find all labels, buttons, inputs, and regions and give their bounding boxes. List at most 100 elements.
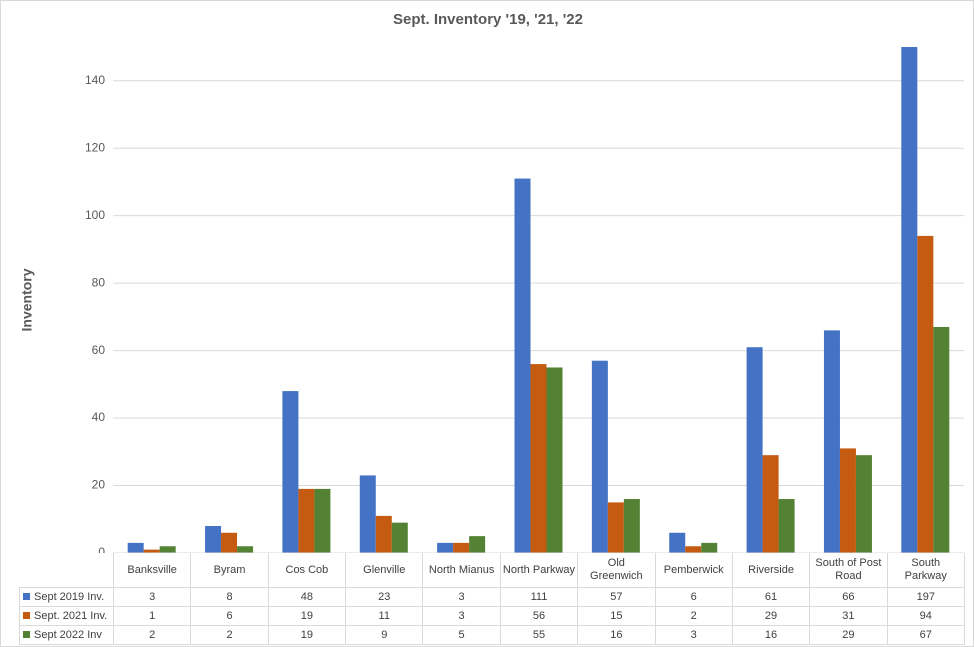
legend-key [23, 630, 30, 638]
table-value: 197 [886, 587, 965, 607]
bar [359, 475, 376, 553]
x-tick-label: Byram [190, 553, 269, 588]
table-value: 31 [809, 606, 888, 626]
x-tick-label: Pemberwick [654, 553, 733, 588]
table-value: 1 [112, 606, 192, 626]
table-value: 29 [731, 606, 811, 626]
bar [375, 515, 392, 553]
bar [237, 546, 254, 553]
chart: Sept. Inventory '19, '21, '22 Inventory … [19, 11, 964, 553]
bar [762, 455, 779, 553]
table-value: 6 [190, 606, 269, 626]
bar [823, 330, 840, 553]
table-value: 16 [731, 625, 811, 645]
legend-entry: Sept 2019 Inv. [19, 587, 114, 607]
data-table: Banksville Byram Cos Cob Glenville North Mia… [19, 553, 965, 645]
y-axis-title: Inventory [19, 268, 35, 331]
table-value: 9 [345, 625, 424, 645]
y-tick-label: 80 [92, 275, 106, 289]
table-value: 8 [190, 587, 269, 607]
bar [546, 367, 563, 553]
y-tick-label: 20 [92, 478, 106, 492]
table-value: 67 [886, 625, 965, 645]
bar [391, 522, 408, 553]
bar [701, 542, 718, 553]
chart-title: Sept. Inventory '19, '21, '22 [393, 11, 583, 28]
table-value: 2 [654, 606, 733, 626]
bar [917, 235, 934, 553]
table-row: Sept. 2021 Inv. 1 6 19 11 3 56 15 2 29 31 94 [19, 606, 965, 626]
table-row: Sept 2019 Inv. 3 8 48 23 3 111 57 6 61 66 197 [19, 587, 965, 607]
y-tick-label: 0 [98, 545, 105, 553]
x-tick-label: Riverside [731, 553, 811, 588]
bar [746, 347, 763, 553]
y-tick-label: 60 [92, 343, 106, 357]
legend-label: Sept. 2021 Inv. [34, 609, 108, 622]
plot [113, 47, 964, 553]
y-tick-label: 120 [85, 140, 105, 154]
legend-entry: Sept 2022 Inv [19, 625, 114, 645]
bar [159, 546, 176, 553]
table-value: 29 [809, 625, 888, 645]
x-tick-label: Glenville [345, 553, 424, 588]
table-value: 19 [267, 606, 347, 626]
table-value: 66 [809, 587, 888, 607]
y-tick-label: 100 [85, 208, 105, 222]
legend-key [23, 611, 30, 619]
y-tick-label: 140 [85, 73, 105, 87]
bar [933, 326, 950, 553]
table-value: 3 [422, 606, 501, 626]
bar [855, 455, 872, 553]
table-value: 61 [731, 587, 811, 607]
table-value: 111 [499, 587, 579, 607]
bar [437, 542, 454, 553]
table-value: 6 [654, 587, 733, 607]
bar [469, 536, 486, 553]
legend-label: Sept 2022 Inv [34, 628, 102, 641]
table-header: Banksville Byram Cos Cob Glenville North Mia… [20, 553, 965, 588]
table-value: 2 [190, 625, 269, 645]
bar [778, 499, 795, 553]
table-value: 11 [345, 606, 424, 626]
x-tick-label: North Mianus [422, 553, 501, 588]
table-value: 57 [577, 587, 656, 607]
y-tick-label: 40 [92, 410, 106, 424]
bar [127, 542, 144, 553]
bar [282, 391, 299, 553]
bar [514, 178, 531, 553]
table-value: 94 [886, 606, 965, 626]
table-value: 15 [577, 606, 656, 626]
corner [20, 553, 114, 588]
bar [591, 360, 608, 553]
table-value: 48 [267, 587, 347, 607]
table-value: 3 [422, 587, 501, 607]
table-value: 5 [422, 625, 501, 645]
bar [839, 448, 856, 553]
table-value: 56 [499, 606, 579, 626]
x-tick-label: Old Greenwich [577, 553, 656, 588]
table-value: 23 [345, 587, 424, 607]
table-value: 16 [577, 625, 656, 645]
x-tick-label: North Parkway [499, 553, 579, 588]
bar [205, 526, 222, 553]
x-tick-label: Cos Cob [267, 553, 347, 588]
legend-key [23, 592, 30, 600]
legend-label: Sept 2019 Inv. [34, 590, 105, 603]
x-tick-label: South Parkway [886, 553, 965, 588]
legend-entry: Sept. 2021 Inv. [19, 606, 114, 626]
bar [607, 502, 624, 553]
x-tick-label: Banksville [112, 553, 192, 588]
table-value: 3 [654, 625, 733, 645]
bar [298, 488, 315, 553]
bar [901, 47, 918, 553]
bar [685, 546, 702, 553]
table-value: 19 [267, 625, 347, 645]
bar [221, 532, 238, 553]
bar [623, 499, 640, 553]
table-row: Sept 2022 Inv 2 2 19 9 5 55 16 3 16 29 67 [19, 625, 965, 645]
bar [453, 542, 470, 553]
table-value: 3 [112, 587, 192, 607]
x-tick-label: South of Post Road [809, 553, 888, 588]
bar [669, 532, 686, 553]
